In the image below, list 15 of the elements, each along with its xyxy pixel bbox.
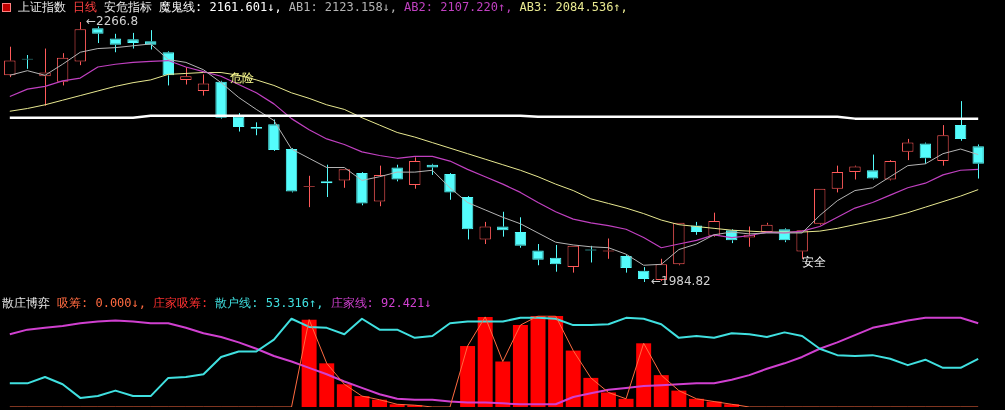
- chart-subtitle: 日线: [73, 0, 97, 14]
- text: 庄家吸筹:: [153, 296, 209, 310]
- text: AB3: 2084.536↑,: [519, 0, 628, 14]
- text: 散户线: 53.316↑,: [215, 296, 324, 310]
- text: AB1: 2123.158↓,: [288, 0, 398, 14]
- text: 吸筹: 0.000↓,: [57, 296, 147, 310]
- annotation: ←1984.82: [651, 274, 711, 289]
- text: 庄家线: 92.421↓: [330, 296, 432, 310]
- chart-title: 散庄博弈: [2, 296, 50, 310]
- chart-title: 上证指数: [18, 0, 66, 14]
- annotation: 安全: [802, 255, 826, 270]
- legend-title: 安危指标: [104, 0, 152, 14]
- text: AB2: 2107.220↑,: [404, 0, 513, 14]
- annotation: ←2266.8: [86, 14, 139, 29]
- text: 魔鬼线: 2161.601↓,: [159, 0, 282, 14]
